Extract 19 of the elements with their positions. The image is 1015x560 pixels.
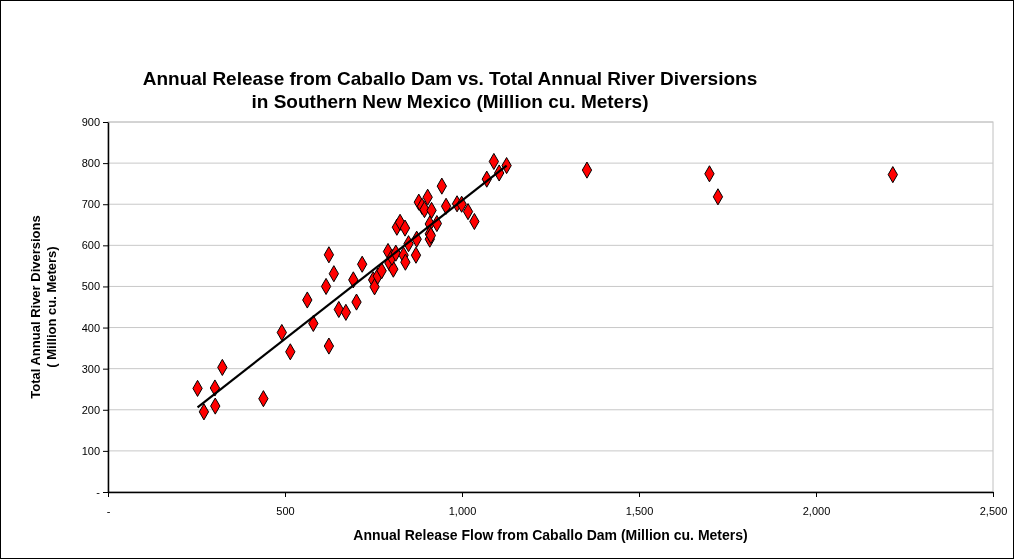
y-tick-label: 800	[81, 157, 100, 170]
x-tick-label: 2,000	[802, 505, 831, 518]
y-axis-title: Total Annual River Diversions ( Million cu. Meters)	[28, 215, 59, 399]
y-tick-label: 100	[81, 444, 100, 457]
x-tick-label: 2,500	[979, 505, 1008, 518]
y-tick-label: 500	[81, 280, 100, 293]
x-tick-label: 1,000	[448, 505, 477, 518]
y-tick-label: 400	[81, 321, 100, 334]
y-tick-label: 600	[81, 239, 100, 252]
y-tick-label: 700	[81, 198, 100, 211]
y-tick-label: 900	[81, 116, 100, 129]
x-axis-title: Annual Release Flow from Caballo Dam (Million cu. Meters)	[353, 527, 748, 543]
x-tick-label: 500	[276, 505, 295, 518]
chart-title: Annual Release from Caballo Dam vs. Total Annual River Diversions in Southern New Mexico (Million cu. Meters)	[142, 68, 758, 112]
y-tick-label: -	[96, 486, 101, 499]
y-tick-label: 200	[81, 403, 100, 416]
y-tick-label: 300	[81, 362, 100, 375]
x-tick-label: 1,500	[625, 505, 654, 518]
x-tick-label: -	[106, 505, 111, 518]
